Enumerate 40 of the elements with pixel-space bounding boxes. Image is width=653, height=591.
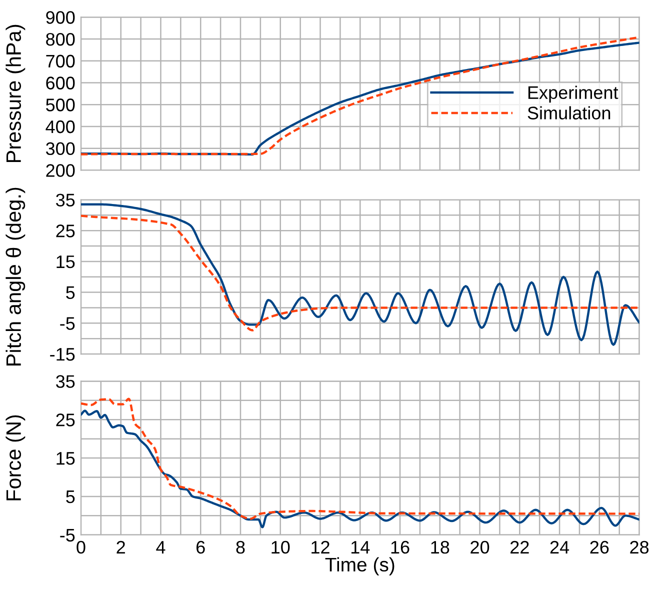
x-tick-label: 16 xyxy=(391,540,410,554)
y-tick-label: 900 xyxy=(46,11,75,24)
legend-label: Experiment xyxy=(528,86,618,103)
x-tick-label: 22 xyxy=(510,540,529,554)
y-tick-label: 200 xyxy=(46,164,75,177)
y-axis-title: Pressure (hPa) xyxy=(6,24,26,162)
y-tick-label: 500 xyxy=(46,98,75,112)
y-tick-label: 400 xyxy=(46,120,75,134)
x-tick-label: 2 xyxy=(116,540,125,554)
y-tick-label: 15 xyxy=(56,256,75,268)
y-axis-title: Pitch angle θ (deg.) xyxy=(6,188,26,366)
y-tick-label: -15 xyxy=(50,348,75,361)
y-tick-label: 35 xyxy=(56,375,75,388)
x-tick-label: 12 xyxy=(312,540,330,554)
x-tick-label: 6 xyxy=(196,540,205,554)
y-axis-title: Force (N) xyxy=(6,415,26,500)
y-tick-label: 700 xyxy=(46,54,75,68)
x-tick-label: 28 xyxy=(630,540,649,554)
y-tick-label: 800 xyxy=(46,32,75,46)
x-tick-label: 14 xyxy=(351,541,370,554)
y-tick-label: 25 xyxy=(56,414,75,426)
x-axis-title: Time (s) xyxy=(325,557,394,576)
y-tick-label: 35 xyxy=(56,194,75,206)
y-tick-label: 25 xyxy=(56,224,75,238)
x-tick-label: 0 xyxy=(76,540,86,554)
y-tick-label: 300 xyxy=(46,142,75,156)
x-tick-label: 4 xyxy=(156,541,166,554)
y-tick-label: 15 xyxy=(56,452,75,465)
y-tick-label: 600 xyxy=(46,76,75,90)
y-tick-label: 5 xyxy=(66,286,75,300)
x-tick-label: 18 xyxy=(431,540,450,554)
x-tick-label: 20 xyxy=(470,540,490,554)
x-tick-label: 24 xyxy=(550,540,570,554)
x-tick-label: 26 xyxy=(590,540,609,554)
x-tick-label: 8 xyxy=(236,540,245,554)
y-tick-label: -5 xyxy=(60,528,75,542)
legend-label: Simulation xyxy=(528,106,610,120)
y-tick-label: -5 xyxy=(60,317,75,330)
x-tick-label: 10 xyxy=(272,540,290,554)
y-tick-label: 5 xyxy=(66,490,75,504)
